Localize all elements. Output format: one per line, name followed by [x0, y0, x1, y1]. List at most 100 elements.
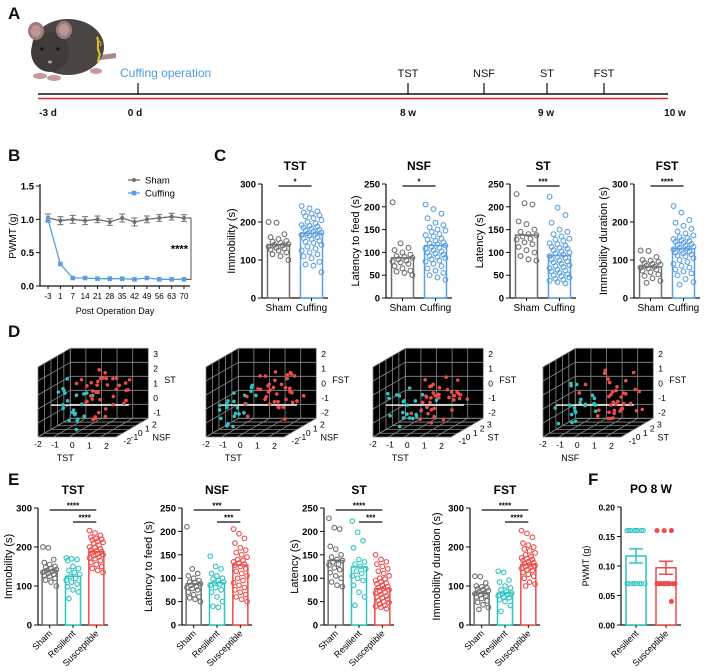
data-point-susceptible	[372, 603, 379, 610]
left-wall-pane	[543, 348, 576, 437]
data-point-sham	[41, 559, 48, 566]
z-tick-label: 2	[153, 364, 158, 374]
data-point-resilient	[349, 518, 356, 524]
data-point-sham	[46, 573, 53, 580]
data-point-sham	[332, 573, 339, 579]
series-line-sham	[47, 216, 185, 223]
data-point-sham	[281, 231, 288, 238]
scatter-point-susceptible	[114, 387, 119, 392]
scatter-point-susceptible	[94, 390, 98, 395]
data-point-sham	[653, 254, 660, 260]
x-tick-label: -2	[369, 439, 377, 449]
z-tick-label: -2	[488, 408, 496, 418]
scatter-point-susceptible	[89, 380, 94, 385]
data-point-sham	[40, 544, 46, 550]
data-point-susceptible	[386, 599, 392, 606]
grid-line	[205, 375, 239, 396]
data-point-sham	[405, 244, 412, 251]
data-point-cuffing	[316, 212, 323, 219]
scatter-point-susceptible	[619, 406, 624, 411]
data-point-sham	[478, 595, 485, 602]
data-point-resilient	[215, 577, 222, 584]
y-axis-title: Immobility duration (s)	[431, 512, 443, 620]
z-tick-label: 1	[153, 378, 158, 388]
y-axis-title: PWMT (g)	[8, 213, 19, 258]
data-point-susceptible	[233, 549, 240, 556]
data-point-sham	[391, 247, 398, 254]
data-point-cuffing	[310, 239, 317, 246]
data-point-cuffing	[119, 276, 125, 281]
data-point-sham	[189, 585, 196, 592]
y-axis-title: Latency to feed (s)	[350, 195, 362, 286]
scatter-point-susceptible	[124, 398, 128, 403]
data-point-susceptible	[238, 596, 245, 603]
z-tick-label: -2	[321, 408, 329, 418]
data-point-sham	[196, 577, 202, 584]
data-point-susceptible	[520, 557, 526, 564]
scatter-point-resilient	[61, 386, 65, 391]
data-point-cuffing	[554, 204, 561, 211]
y-tick-label: 100	[240, 256, 256, 267]
scatter-point-susceptible	[433, 393, 437, 398]
scatter-point-resilient	[237, 412, 241, 416]
scatter-point-susceptible	[263, 374, 268, 378]
panel-label-a: A	[8, 4, 21, 23]
y-tick-label: 100	[448, 582, 464, 593]
data-point-susceptible	[233, 568, 240, 575]
data-point-susceptible	[92, 530, 98, 536]
data-point-cuffing	[678, 262, 685, 269]
data-point-resilient	[498, 608, 504, 615]
scatter-point-susceptible	[245, 414, 250, 419]
y-tick-label: 300	[16, 504, 32, 515]
data-point-resilient	[495, 568, 502, 575]
y-tick-label: 2	[650, 424, 655, 434]
data-point-susceptible	[241, 535, 248, 542]
data-point-cuffing	[556, 226, 563, 233]
x-axis-title: TST	[57, 453, 75, 463]
x-tick-label: Sham	[265, 303, 291, 314]
data-point-sham	[49, 568, 56, 575]
data-point-sham	[657, 261, 664, 268]
y-tick-label: 50	[165, 597, 176, 608]
grid-line	[205, 361, 239, 382]
data-point-cuffing	[318, 269, 325, 276]
scatter-point-susceptible	[273, 378, 277, 383]
x-tick-label: 49	[142, 292, 151, 301]
bar-resilient	[350, 566, 368, 626]
data-point-sham	[523, 247, 530, 254]
data-point-susceptible	[526, 548, 533, 554]
y-tick-label: -1	[299, 432, 307, 442]
data-point-resilient	[218, 565, 224, 572]
data-point-cuffing	[310, 262, 317, 269]
data-point-cuffing	[680, 222, 687, 229]
x-tick-label: 2	[439, 441, 444, 451]
data-point-susceptible	[525, 542, 532, 548]
data-point-sham	[482, 580, 489, 586]
scatter-point-susceptible	[609, 403, 613, 407]
z-tick-label: 0	[488, 378, 493, 388]
scatter-point-susceptible	[424, 395, 429, 399]
data-point-susceptible	[668, 528, 674, 534]
y-tick-label: 3	[657, 420, 662, 430]
scatter-point-susceptible	[74, 381, 79, 386]
data-point-sham	[484, 597, 490, 604]
data-point-sham	[192, 596, 198, 603]
scatter-point-resilient	[387, 396, 391, 401]
y-axis-title: NSF	[321, 433, 340, 443]
data-point-sham	[529, 241, 536, 248]
grid-line	[205, 417, 239, 438]
scatter-point-resilient	[583, 403, 587, 408]
data-point-cuffing	[308, 255, 315, 262]
data-point-sham	[643, 279, 650, 286]
data-point-sham	[184, 523, 190, 530]
scatter-point-resilient	[402, 399, 406, 403]
scatter-point-susceptible	[418, 417, 422, 422]
significance-label: ****	[78, 514, 91, 523]
scatter-point-resilient	[401, 416, 406, 420]
y-tick-label: 200	[160, 527, 176, 538]
scatter-point-susceptible	[283, 417, 287, 421]
